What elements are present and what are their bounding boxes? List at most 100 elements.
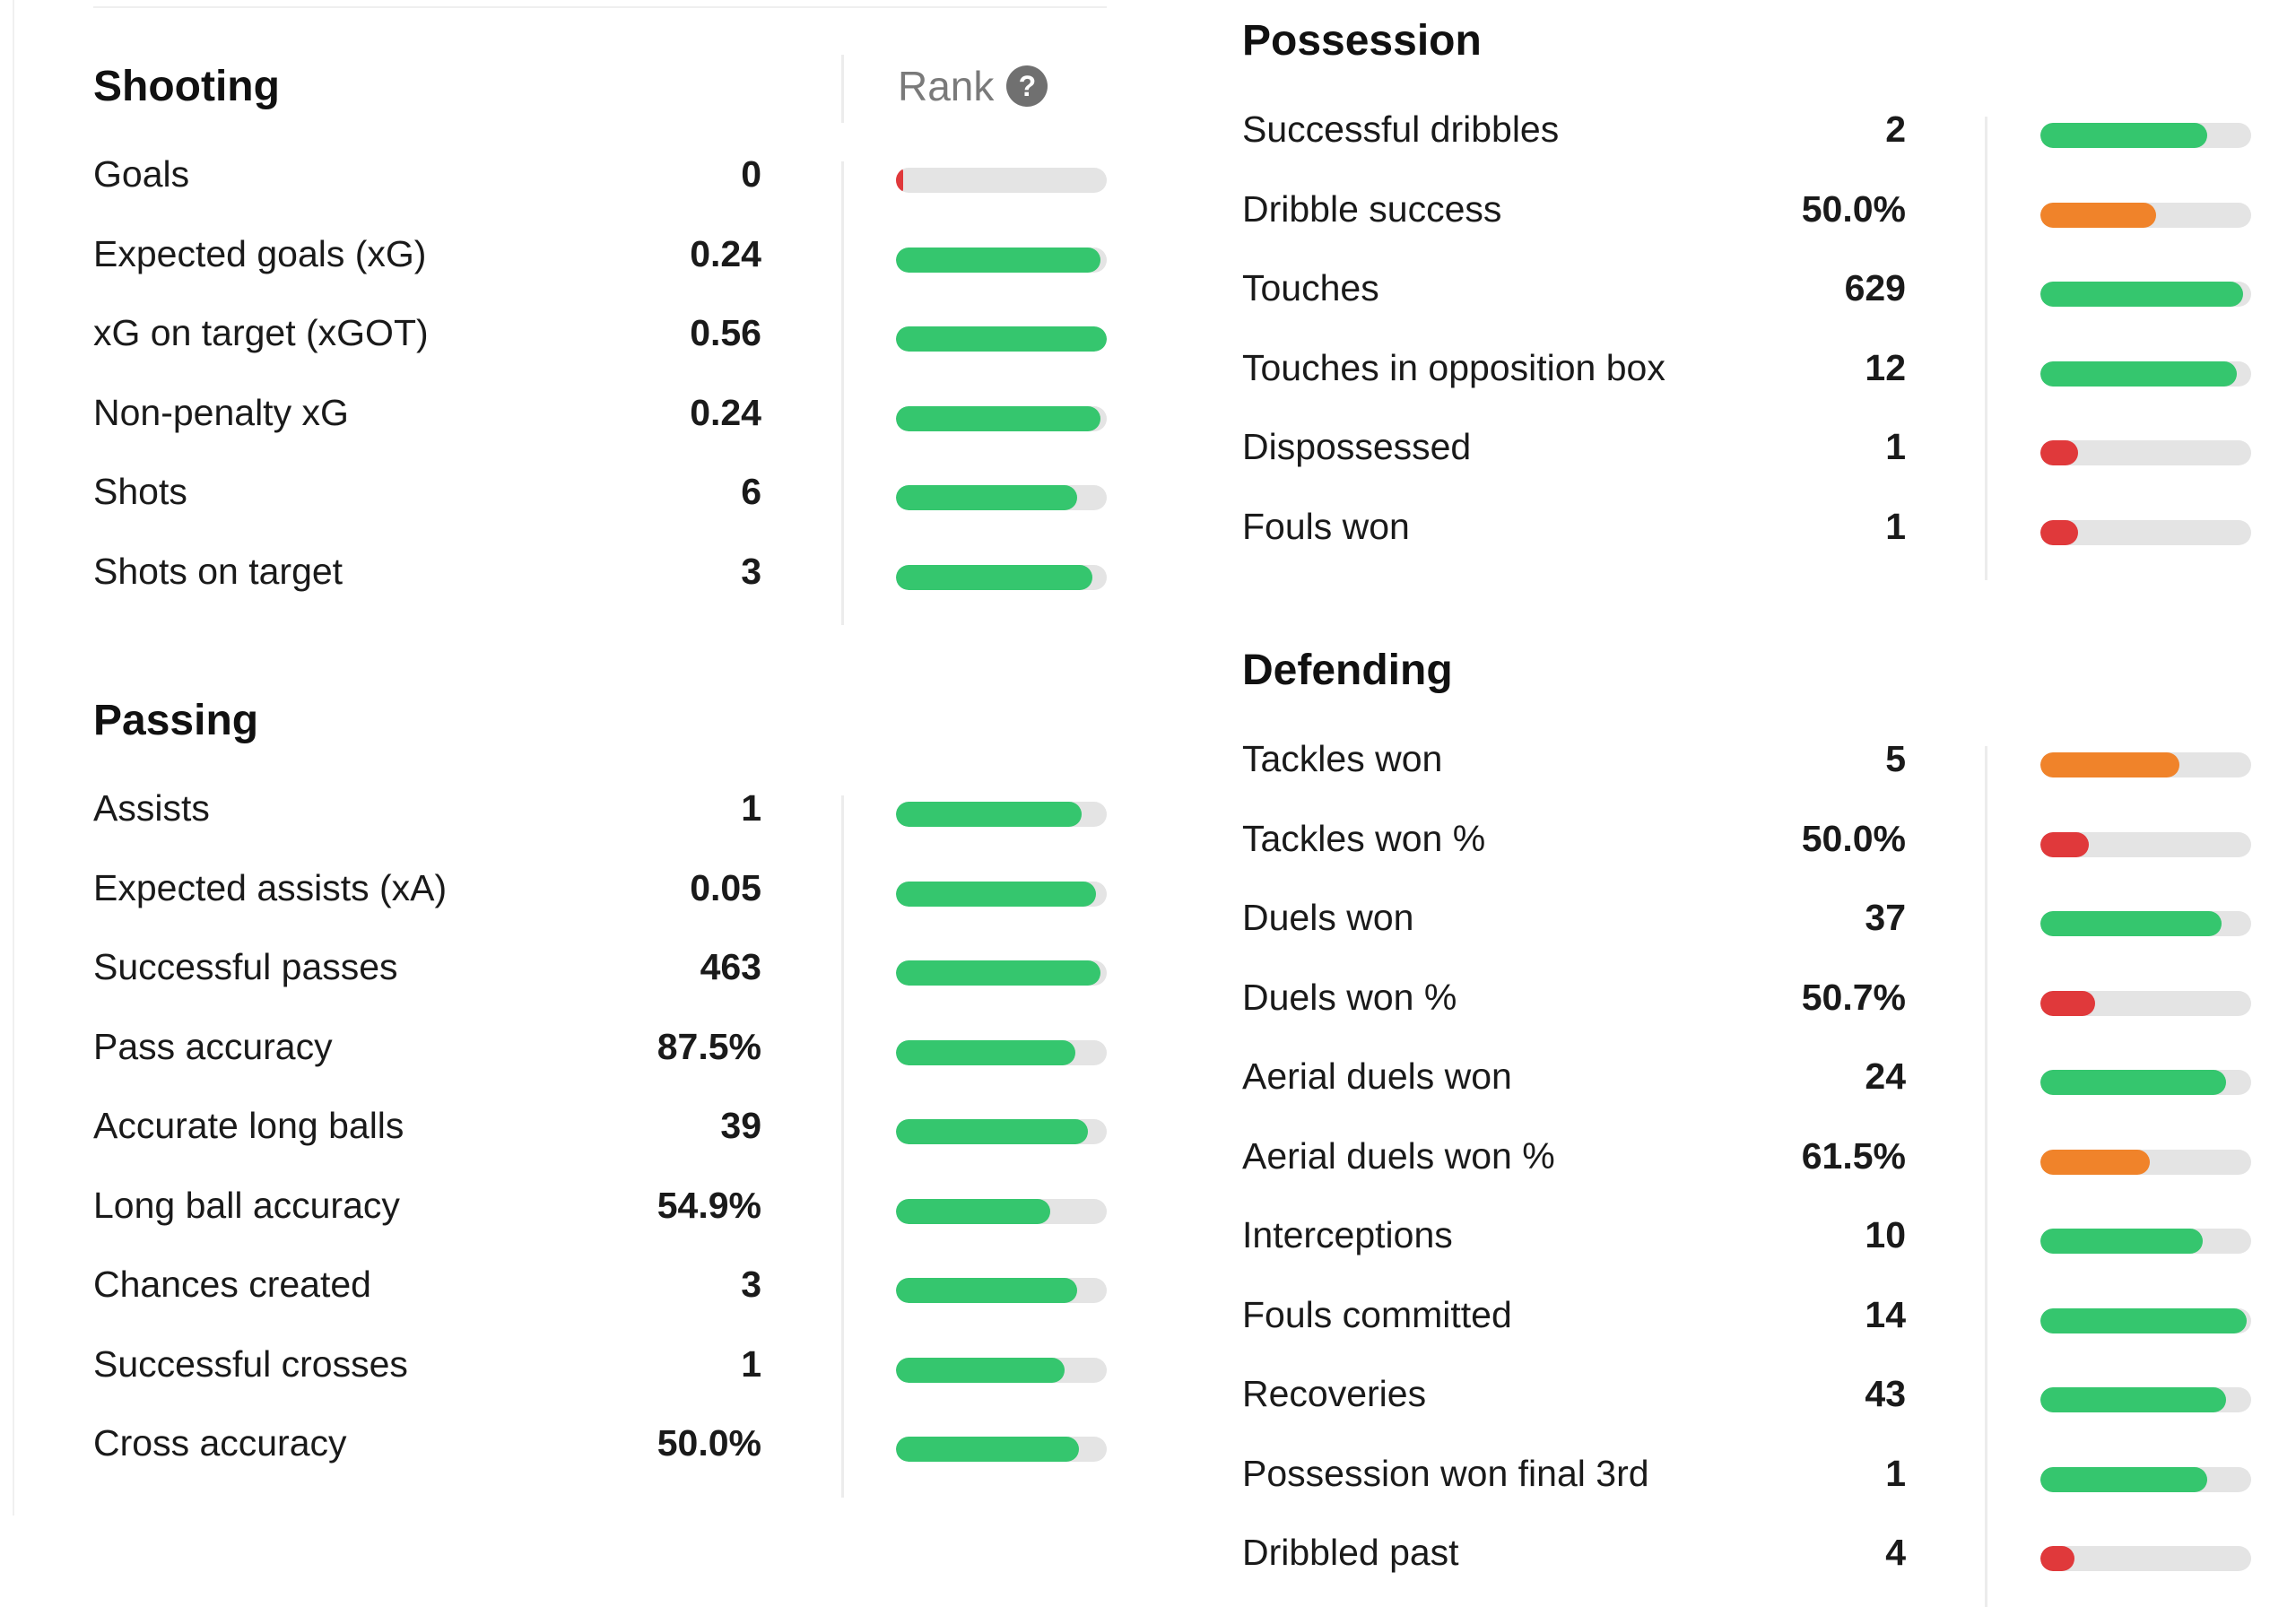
section-header-defending: Defending: [1242, 638, 1453, 701]
stat-label: Pass accuracy: [93, 1025, 333, 1067]
stat-value: 43: [1865, 1373, 1906, 1414]
stat-row-goals: Goals 0: [93, 143, 1107, 205]
stat-row-successful-passes: Successful passes 463: [93, 935, 1107, 998]
stat-row-touches-in-opposition-box: Touches in opposition box 12: [1242, 336, 2251, 399]
stat-value: 2: [1885, 109, 1906, 150]
stat-row-tackles-won: Tackles won % 50.0%: [1242, 807, 2251, 870]
stat-value: 14: [1865, 1293, 1906, 1335]
stat-value: 0.05: [690, 866, 761, 908]
stat-value: 50.0%: [657, 1422, 761, 1464]
rank-column-divider: [841, 161, 844, 625]
stat-label: Dispossessed: [1242, 426, 1472, 467]
rank-bar-fill-low: [2040, 440, 2079, 465]
rank-bar-track: [2040, 1229, 2251, 1254]
rank-bar-fill-high: [896, 1198, 1050, 1224]
rank-bar-track: [2040, 202, 2251, 228]
stat-label: Possession won final 3rd: [1242, 1452, 1649, 1494]
stat-row-dribble-success: Dribble success 50.0%: [1242, 178, 2251, 240]
stat-label: Successful crosses: [93, 1342, 408, 1385]
rank-column-header: Rank?: [898, 55, 1048, 117]
help-icon[interactable]: ?: [1006, 65, 1048, 107]
stat-label: Interceptions: [1242, 1214, 1453, 1255]
stat-value: 1: [1885, 505, 1906, 547]
stat-label: Shots on target: [93, 550, 344, 592]
rank-bar-track: [896, 405, 1107, 431]
rank-bar-fill-high: [2040, 360, 2237, 387]
stat-label: Duels won %: [1242, 976, 1457, 1018]
section-header-passing: Passing: [93, 689, 258, 751]
rank-column-divider: [1985, 746, 1987, 1607]
rank-bar-fill-high: [896, 485, 1078, 510]
rank-bar-track: [2040, 282, 2251, 307]
rank-bar-track: [896, 326, 1107, 352]
rank-bar-track: [2040, 1070, 2251, 1095]
rank-bar-track: [896, 1119, 1107, 1144]
section-title: Possession: [1242, 16, 1482, 65]
rank-bar-fill-high: [896, 1278, 1078, 1303]
rank-bar-fill-high: [2040, 1466, 2207, 1492]
stat-row-duels-won: Duels won % 50.7%: [1242, 966, 2251, 1029]
stat-value: 61.5%: [1801, 1134, 1906, 1177]
page-top-rule: [93, 6, 1107, 8]
stat-value: 629: [1844, 267, 1906, 308]
stat-label: Assists: [93, 787, 210, 829]
section-title: Defending: [1242, 646, 1453, 694]
stat-value: 463: [700, 946, 761, 987]
rank-bar-track: [2040, 1546, 2251, 1571]
stat-value: 12: [1865, 346, 1906, 388]
stat-value: 1: [1885, 426, 1906, 467]
stat-row-touches: Touches 629: [1242, 256, 2251, 319]
stat-value: 6: [741, 471, 761, 512]
rank-bar-track: [2040, 1307, 2251, 1333]
stat-label: Fouls committed: [1242, 1293, 1512, 1335]
rank-bar-track: [896, 802, 1107, 827]
stat-label: Dribble success: [1242, 187, 1502, 230]
stat-label: Long ball accuracy: [93, 1184, 400, 1226]
rank-bar-fill-high: [2040, 282, 2243, 307]
rank-bar-track: [896, 1039, 1107, 1065]
rank-bar-track: [896, 1198, 1107, 1224]
rank-bar-track: [2040, 1466, 2251, 1492]
rank-bar-fill-high: [896, 326, 1107, 352]
rank-bar-fill-high: [896, 1119, 1088, 1144]
rank-column-divider: [841, 795, 844, 1498]
stat-value: 10: [1865, 1214, 1906, 1255]
stat-row-chances-created: Chances created 3: [93, 1253, 1107, 1316]
stat-value: 3: [741, 550, 761, 592]
stat-value: 0: [741, 153, 761, 195]
stat-label: Chances created: [93, 1264, 371, 1305]
rank-bar-fill-low: [2040, 1546, 2074, 1571]
rank-bar-fill-high: [2040, 1070, 2226, 1095]
stat-row-possession-won-final-3rd: Possession won final 3rd 1: [1242, 1442, 2251, 1505]
stat-row-pass-accuracy: Pass accuracy 87.5%: [93, 1015, 1107, 1078]
stat-value: 24: [1865, 1055, 1906, 1097]
rank-bar-track: [2040, 990, 2251, 1016]
stat-row-accurate-long-balls: Accurate long balls 39: [93, 1094, 1107, 1157]
stat-value: 37: [1865, 897, 1906, 938]
rank-bar-track: [896, 168, 1107, 193]
stat-row-successful-crosses: Successful crosses 1: [93, 1333, 1107, 1395]
stat-label: Accurate long balls: [93, 1105, 404, 1146]
stat-row-shots-on-target: Shots on target 3: [93, 540, 1107, 603]
stat-value: 0.24: [690, 391, 761, 433]
rank-column-divider: [1985, 117, 1987, 580]
stat-label: Shots: [93, 471, 187, 512]
rank-bar-fill-mid: [2040, 1149, 2151, 1175]
rank-bar-fill-high: [2040, 1229, 2203, 1254]
stat-value: 54.9%: [657, 1184, 761, 1226]
stat-value: 5: [1885, 738, 1906, 779]
rank-bar-track: [896, 1357, 1107, 1383]
stat-label: Dribbled past: [1242, 1532, 1459, 1573]
rank-bar-track: [896, 485, 1107, 510]
stat-row-dispossessed: Dispossessed 1: [1242, 415, 2251, 478]
stat-label: Goals: [93, 153, 190, 195]
rank-bar-fill-high: [896, 1039, 1075, 1065]
stat-row-long-ball-accuracy: Long ball accuracy 54.9%: [93, 1174, 1107, 1237]
stat-row-expected-assists-xa: Expected assists (xA) 0.05: [93, 856, 1107, 919]
rank-bar-track: [2040, 1387, 2251, 1412]
rank-label: Rank: [898, 63, 995, 109]
rank-header-divider: [841, 55, 844, 123]
stat-row-xg-on-target-xgot: xG on target (xGOT) 0.56: [93, 301, 1107, 364]
rank-bar-track: [2040, 519, 2251, 545]
rank-bar-fill-low: [2040, 519, 2079, 545]
